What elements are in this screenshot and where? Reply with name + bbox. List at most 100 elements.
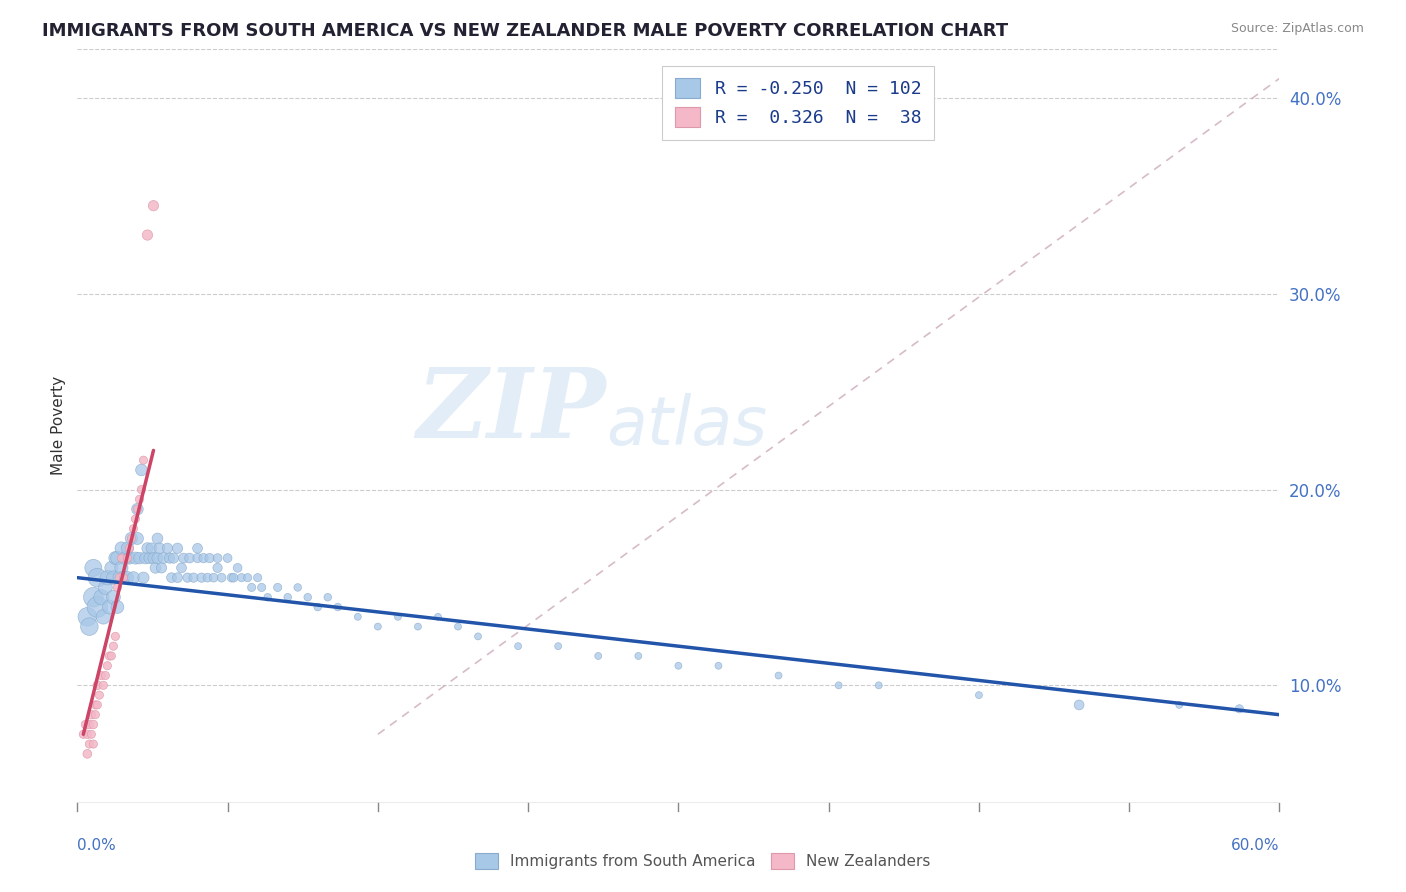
- Point: [104, 551, 127, 566]
- Point: [96, 658, 118, 673]
- Point: [326, 600, 349, 615]
- Point: [124, 512, 146, 526]
- Point: [146, 551, 169, 566]
- Point: [94, 581, 117, 595]
- Point: [79, 717, 101, 731]
- Legend: Immigrants from South America, New Zealanders: Immigrants from South America, New Zeala…: [470, 847, 936, 875]
- Point: [108, 571, 131, 585]
- Point: [547, 639, 569, 653]
- Point: [142, 199, 165, 213]
- Point: [707, 658, 730, 673]
- Text: IMMIGRANTS FROM SOUTH AMERICA VS NEW ZEALANDER MALE POVERTY CORRELATION CHART: IMMIGRANTS FROM SOUTH AMERICA VS NEW ZEA…: [42, 22, 1008, 40]
- Point: [89, 688, 111, 702]
- Point: [127, 532, 149, 546]
- Point: [267, 581, 290, 595]
- Point: [100, 561, 122, 575]
- Point: [1168, 698, 1191, 712]
- Y-axis label: Male Poverty: Male Poverty: [51, 376, 66, 475]
- Point: [387, 609, 409, 624]
- Point: [132, 453, 155, 467]
- Point: [186, 551, 209, 566]
- Point: [94, 668, 117, 682]
- Point: [86, 678, 108, 692]
- Point: [142, 551, 165, 566]
- Point: [131, 483, 153, 497]
- Point: [110, 561, 132, 575]
- Point: [90, 668, 112, 682]
- Point: [103, 571, 125, 585]
- Point: [256, 591, 278, 605]
- Point: [82, 591, 104, 605]
- Point: [828, 678, 851, 692]
- Point: [118, 551, 141, 566]
- Point: [768, 668, 790, 682]
- Point: [103, 639, 125, 653]
- Point: [82, 737, 104, 751]
- Point: [217, 551, 239, 566]
- Legend: R = -0.250  N = 102, R =  0.326  N =  38: R = -0.250 N = 102, R = 0.326 N = 38: [662, 66, 934, 140]
- Point: [82, 717, 104, 731]
- Point: [277, 591, 299, 605]
- Point: [131, 463, 153, 477]
- Point: [166, 571, 188, 585]
- Point: [190, 571, 212, 585]
- Point: [110, 541, 132, 556]
- Point: [231, 571, 253, 585]
- Point: [128, 492, 150, 507]
- Text: Source: ZipAtlas.com: Source: ZipAtlas.com: [1230, 22, 1364, 36]
- Point: [236, 571, 259, 585]
- Point: [198, 551, 221, 566]
- Point: [120, 532, 142, 546]
- Point: [118, 541, 141, 556]
- Point: [367, 619, 389, 633]
- Point: [967, 688, 990, 702]
- Point: [668, 658, 690, 673]
- Point: [207, 551, 229, 566]
- Point: [627, 648, 650, 663]
- Point: [127, 502, 149, 516]
- Point: [202, 571, 225, 585]
- Point: [75, 717, 97, 731]
- Point: [152, 551, 174, 566]
- Point: [427, 609, 450, 624]
- Point: [145, 561, 167, 575]
- Point: [103, 591, 125, 605]
- Point: [76, 609, 98, 624]
- Point: [136, 228, 159, 243]
- Point: [588, 648, 610, 663]
- Point: [86, 571, 108, 585]
- Point: [112, 571, 135, 585]
- Point: [297, 591, 319, 605]
- Point: [122, 571, 145, 585]
- Point: [1069, 698, 1091, 712]
- Point: [307, 600, 329, 615]
- Text: 60.0%: 60.0%: [1232, 838, 1279, 853]
- Point: [150, 561, 173, 575]
- Point: [186, 541, 209, 556]
- Point: [134, 551, 156, 566]
- Point: [114, 551, 136, 566]
- Point: [183, 571, 205, 585]
- Text: atlas: atlas: [606, 393, 768, 458]
- Point: [127, 502, 149, 516]
- Point: [117, 571, 139, 585]
- Point: [122, 522, 145, 536]
- Point: [84, 707, 107, 722]
- Point: [160, 571, 183, 585]
- Point: [90, 591, 112, 605]
- Point: [447, 619, 470, 633]
- Point: [193, 551, 215, 566]
- Point: [107, 581, 129, 595]
- Point: [76, 747, 98, 761]
- Point: [96, 571, 118, 585]
- Point: [86, 698, 108, 712]
- Point: [128, 551, 150, 566]
- Point: [120, 532, 142, 546]
- Point: [132, 571, 155, 585]
- Text: 0.0%: 0.0%: [77, 838, 117, 853]
- Point: [79, 737, 101, 751]
- Point: [138, 551, 160, 566]
- Point: [98, 600, 121, 615]
- Point: [287, 581, 309, 595]
- Point: [226, 561, 249, 575]
